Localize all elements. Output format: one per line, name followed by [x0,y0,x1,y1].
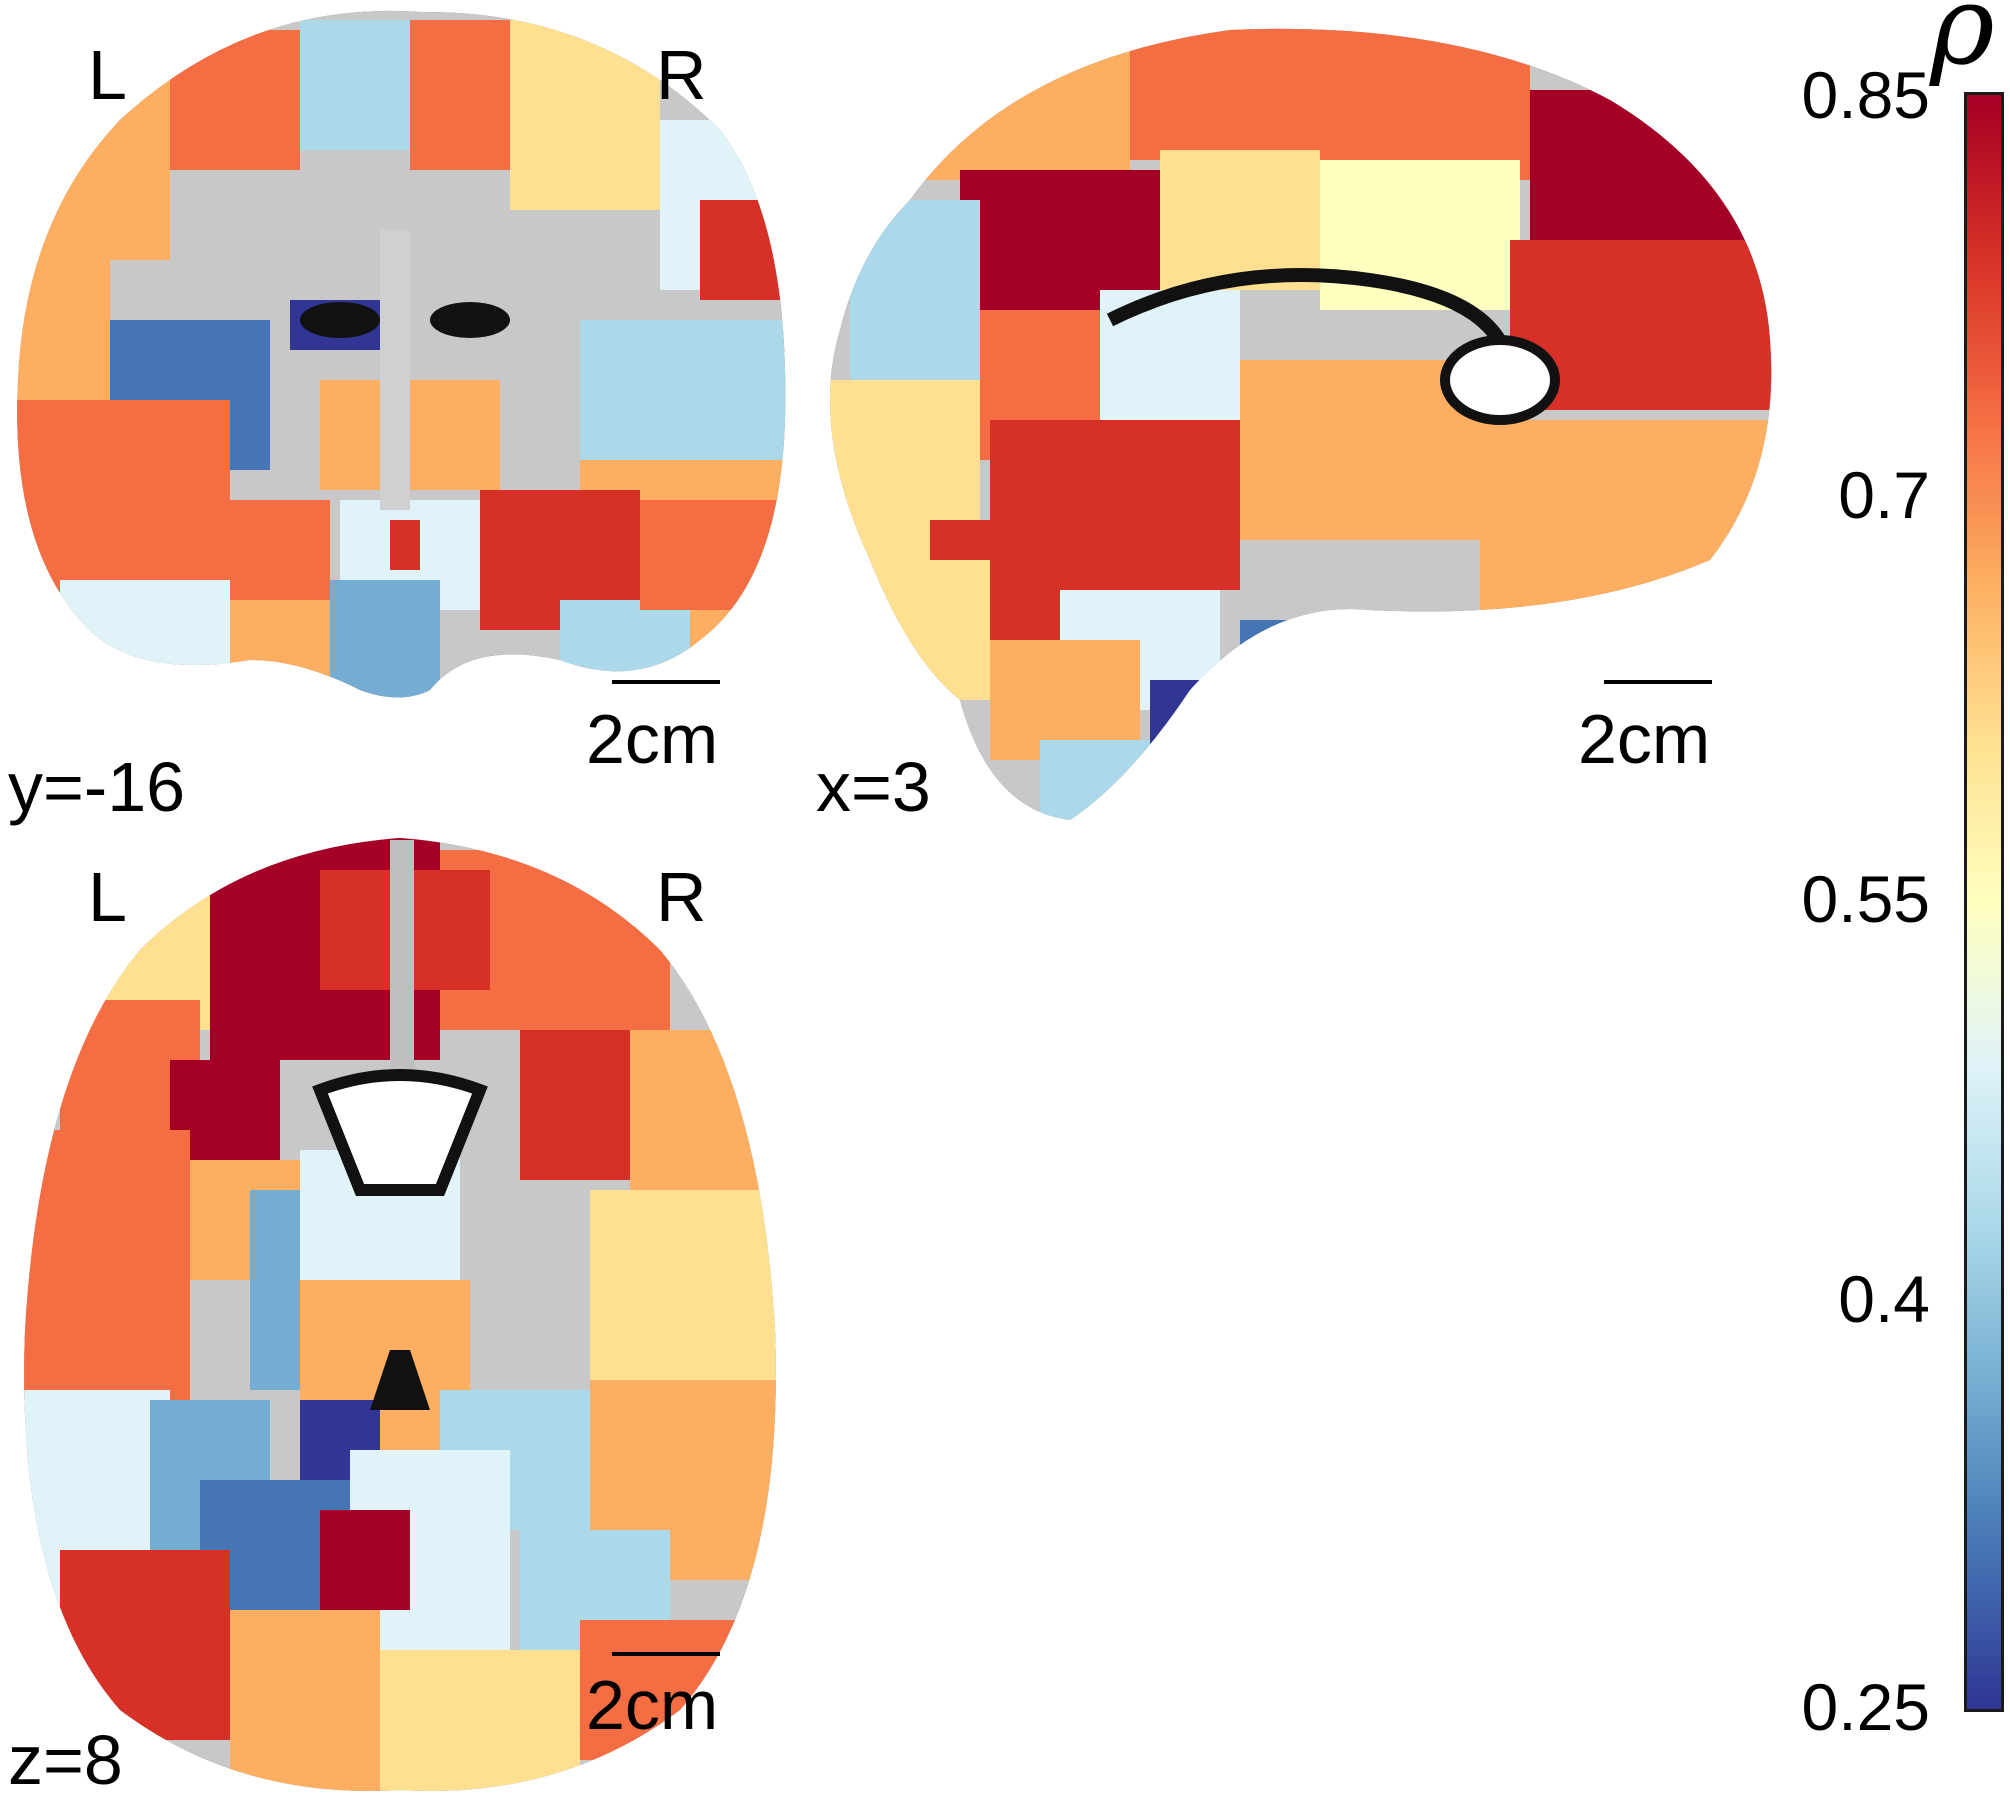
scale-bar-label: 2cm [1578,700,1711,778]
sagittal-slice-panel: 2cm x=3 [810,0,1790,830]
coronal-brain-image [17,10,786,698]
colorbar-tick-label: 0.7 [1838,458,1930,532]
colorbar-tick-label: 0.85 [1801,58,1930,132]
scale-bar [612,1652,720,1656]
right-hemisphere-label: R [656,858,707,936]
colorbar-symbol: ρ [1930,0,1995,89]
scale-bar-label: 2cm [586,700,719,778]
slice-coordinate-label: z=8 [8,1721,123,1799]
colorbar-tick-label: 0.4 [1838,1262,1930,1336]
right-hemisphere-label: R [656,36,707,114]
slice-coordinate-label: x=3 [816,748,931,826]
colorbar-tick-label: 0.55 [1801,862,1930,936]
coronal-slice-panel: L R 2cm y=-16 [0,0,800,830]
left-hemisphere-label: L [88,36,127,114]
sagittal-brain-image [830,28,1772,820]
slice-coordinate-label: y=-16 [8,748,186,826]
axial-brain-image [24,838,776,1791]
axial-slice-panel: L R 2cm z=8 [0,830,800,1800]
colorbar-tick-label: 0.25 [1801,1670,1930,1744]
left-hemisphere-label: L [88,858,127,936]
colorbar [1964,92,2004,1712]
scale-bar-label: 2cm [586,1666,719,1744]
scale-bar [612,680,720,684]
scale-bar [1604,680,1712,684]
